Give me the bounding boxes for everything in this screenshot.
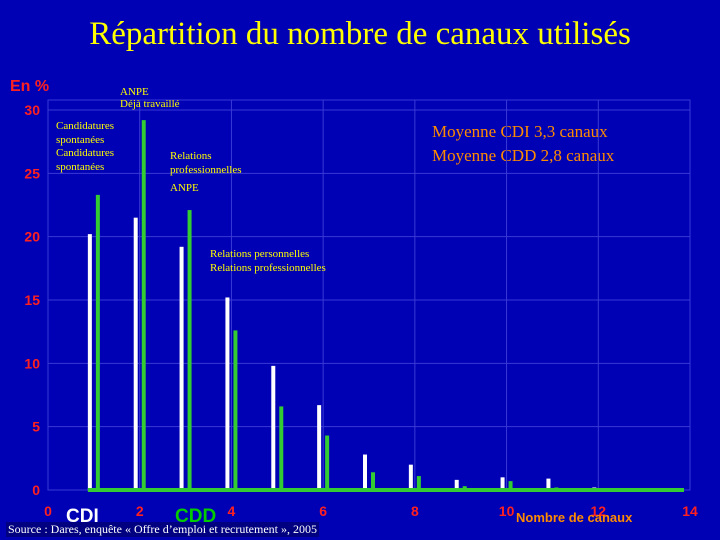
chart-title: Répartition du nombre de canaux utilisés xyxy=(89,16,631,52)
annotation-relations-personnelles: Relations personnelles xyxy=(210,248,310,260)
annotation-professionnelles: professionnelles xyxy=(170,164,242,176)
y-tick-label: 10 xyxy=(24,355,40,371)
cdi-bar xyxy=(133,217,138,490)
source-note: Source : Dares, enquête « Offre d’emploi… xyxy=(6,522,319,537)
y-tick-label: 30 xyxy=(24,102,40,118)
cdi-bar xyxy=(546,478,551,490)
cdd-bar xyxy=(325,435,330,490)
annotation-relations-professionnelles: Relations professionnelles xyxy=(210,262,326,274)
x-tick-label: 8 xyxy=(411,503,419,519)
legend-cdd: CDD xyxy=(175,506,216,527)
cdi-bar xyxy=(179,246,184,490)
cdi-bar xyxy=(87,234,92,490)
cdd-bar xyxy=(233,330,238,490)
annotation-candidatures-1: Candidatures xyxy=(56,120,115,132)
cdi-bar xyxy=(500,477,505,490)
x-tick-label: 14 xyxy=(682,503,698,519)
x-tick-label: 0 xyxy=(44,503,52,519)
y-tick-label: 20 xyxy=(24,229,40,245)
y-tick-label: 5 xyxy=(32,419,40,435)
annotation-spontanees-1: spontanées xyxy=(56,134,105,146)
x-axis-label: Nombre de canaux xyxy=(516,510,633,525)
annotation-candidatures-2: Candidatures xyxy=(56,147,115,159)
annotation-spontanees-2: spontanées xyxy=(56,161,105,173)
y-axis-unit: En % xyxy=(10,78,50,95)
legend-cdi: CDI xyxy=(66,506,99,527)
x-tick-label: 4 xyxy=(228,503,236,519)
x-tick-label: 12 xyxy=(590,503,606,519)
y-tick-label: 0 xyxy=(32,482,40,498)
cdd-bar xyxy=(279,406,284,490)
average-cdi: Moyenne CDI 3,3 canaux xyxy=(432,122,608,141)
cdd-bar xyxy=(141,120,146,490)
cdi-bar xyxy=(271,365,276,490)
annotation-anpe: ANPE xyxy=(120,86,149,98)
average-cdd: Moyenne CDD 2,8 canaux xyxy=(432,146,615,165)
x-tick-label: 6 xyxy=(319,503,327,519)
cdd-bar xyxy=(508,481,513,490)
cdi-bar xyxy=(225,297,230,490)
annotation-anpe-2: ANPE xyxy=(170,182,199,194)
cdi-bar xyxy=(454,479,459,490)
cdi-bar xyxy=(408,464,413,490)
cdd-bar xyxy=(95,194,100,490)
cdi-bar xyxy=(363,454,367,490)
y-tick-label: 25 xyxy=(24,165,40,181)
cdi-bar xyxy=(317,405,322,490)
x-tick-label: 2 xyxy=(136,503,144,519)
cdd-bar xyxy=(187,210,192,491)
cdd-baseline xyxy=(87,488,685,492)
annotation-deja-travaille: Déjà travaillé xyxy=(120,98,180,110)
cdd-bar xyxy=(371,472,375,490)
x-tick-label: 10 xyxy=(499,503,515,519)
cdd-bar xyxy=(416,476,421,490)
annotation-relations: Relations xyxy=(170,150,212,162)
y-tick-label: 15 xyxy=(24,292,40,308)
